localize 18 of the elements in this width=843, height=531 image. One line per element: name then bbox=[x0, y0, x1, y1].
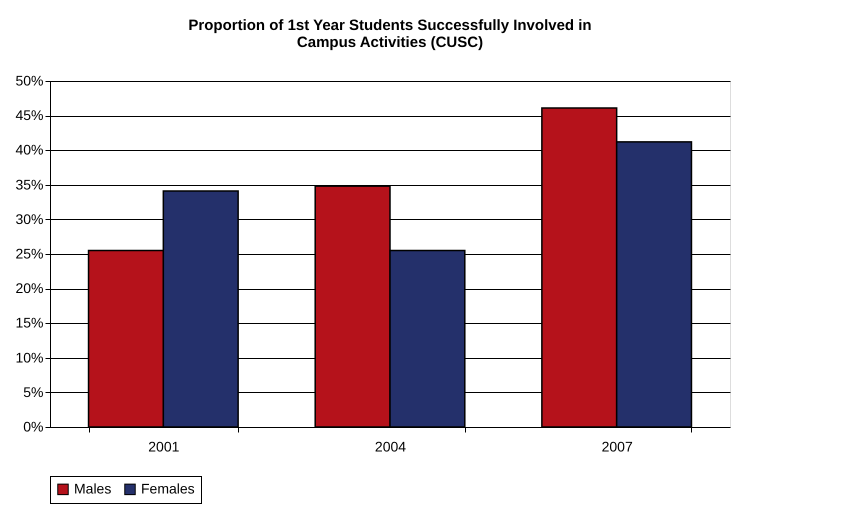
y-tick-label: 40% bbox=[15, 142, 44, 158]
y-tick-label: 25% bbox=[15, 246, 44, 262]
x-tick-label: 2001 bbox=[148, 438, 180, 454]
x-tick-label: 2007 bbox=[602, 438, 633, 454]
x-tick-label: 2004 bbox=[374, 438, 406, 454]
y-tick-label: 30% bbox=[15, 210, 44, 227]
text: Campus Activities (CUSC) bbox=[296, 34, 484, 51]
y-tick-label: 20% bbox=[15, 280, 44, 296]
legend-label: Females bbox=[141, 480, 195, 496]
text: Proportion of 1st Year Students Successfully Involved in bbox=[188, 17, 592, 34]
y-tick-label: 15% bbox=[15, 314, 44, 331]
legend-label: Males bbox=[74, 480, 112, 496]
y-tick-label: 50% bbox=[15, 72, 44, 88]
y-tick-label: 45% bbox=[15, 107, 44, 124]
y-tick-label: 35% bbox=[15, 176, 44, 192]
y-tick-label: 5% bbox=[23, 384, 44, 400]
y-tick-label: 0% bbox=[23, 418, 44, 434]
y-tick-label: 10% bbox=[15, 349, 44, 366]
